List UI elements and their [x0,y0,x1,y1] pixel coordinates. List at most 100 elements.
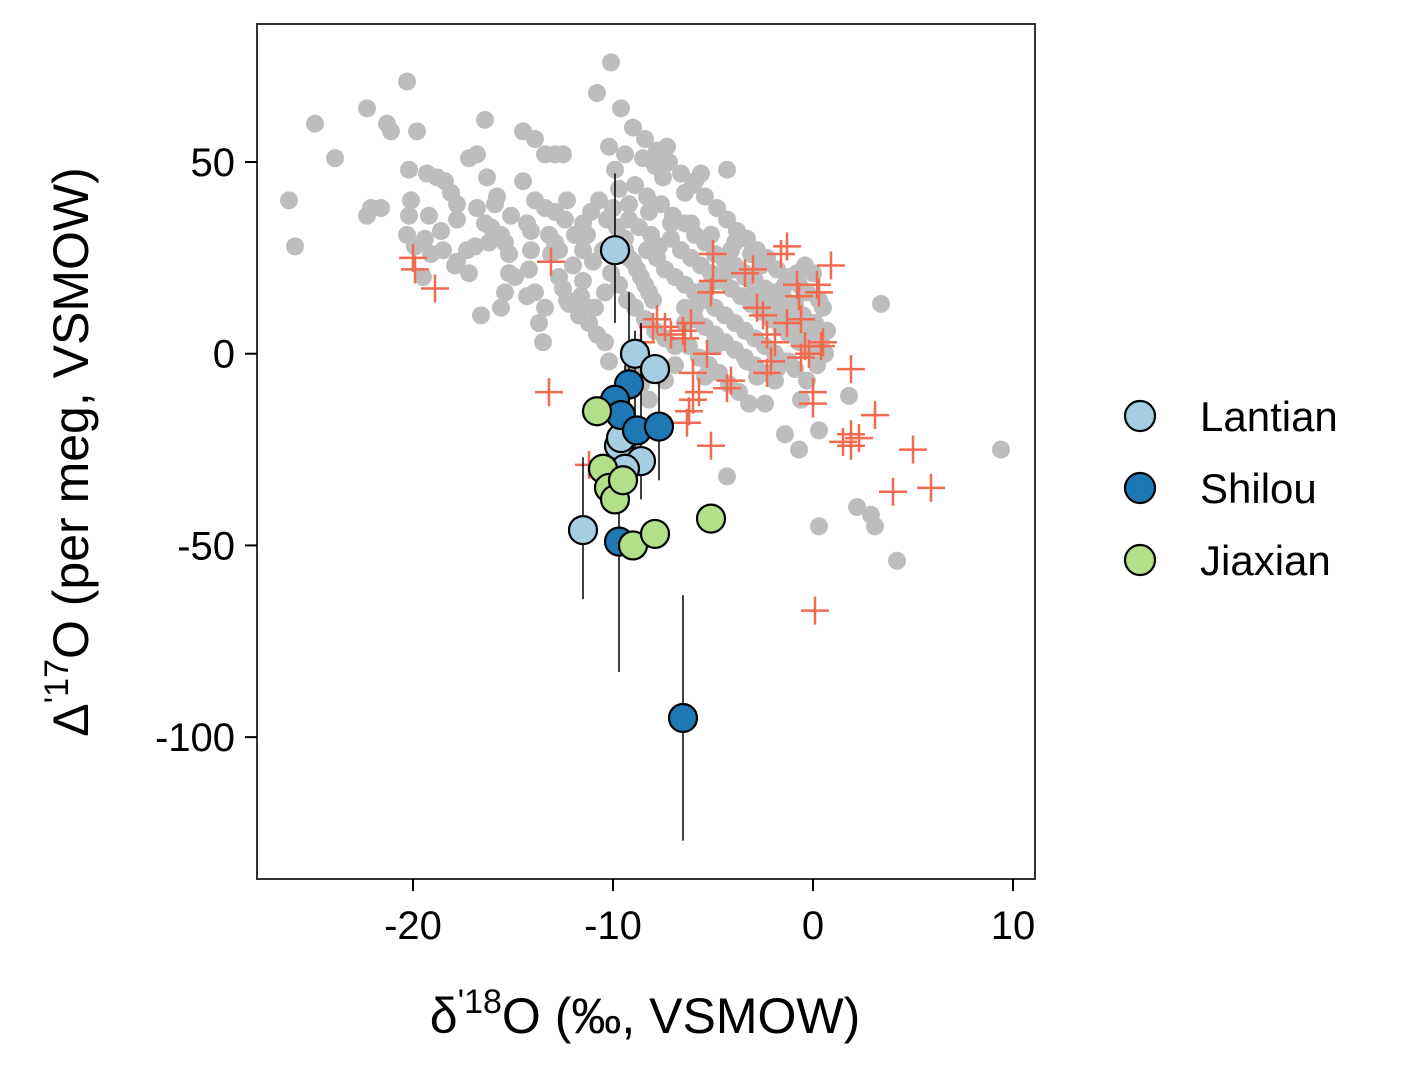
background-point-13 [400,206,418,225]
cross-point-23 [699,240,727,269]
background-point-262 [616,145,634,164]
cross-point-47 [817,251,845,280]
background-point-40 [514,172,532,191]
x-axis-title-prefix: δ [430,988,458,1044]
background-point-198 [638,241,656,260]
background-point-68 [600,352,618,371]
cross-point-9 [651,312,679,341]
background-point-10 [398,72,416,91]
background-point-236 [686,298,704,317]
legend-key-shilou [1123,471,1157,505]
cross-point-12 [671,324,699,353]
cross-point-24 [713,374,741,403]
background-point-204 [526,191,544,210]
cross-point-17 [679,385,707,414]
background-point-252 [682,214,700,233]
cross-point-54 [879,477,907,506]
background-point-261 [634,149,652,168]
y-tick-label-1: 0 [213,333,235,377]
background-point-200 [574,241,592,260]
background-point-251 [702,225,720,244]
cross-point-51 [837,355,865,384]
background-point-201 [566,225,584,244]
background-point-85 [624,118,642,137]
background-point-279 [640,390,658,409]
background-point-183 [810,517,828,536]
background-point-218 [466,237,484,256]
background-point-123 [808,356,826,375]
background-point-7 [372,199,390,218]
background-point-184 [992,440,1010,459]
cross-point-20 [697,431,725,460]
cross-point-34 [773,232,801,261]
background-point-275 [706,337,724,356]
background-point-227 [596,283,614,302]
background-point-104 [638,187,656,206]
background-point-253 [662,214,680,233]
cross-point-42 [801,596,829,625]
background-point-70 [602,53,620,72]
background-point-177 [810,421,828,440]
cross-point-39 [795,339,823,368]
x-axis-title: δ'18O (‰, VSMOW) [430,983,860,1044]
background-point-3 [326,149,344,168]
background-point-224 [558,291,576,310]
background-point-180 [848,498,866,517]
background-point-185 [862,505,880,524]
background-point-56 [564,256,582,275]
cross-point-43 [803,270,831,299]
cross-point-21 [699,266,727,295]
background-point-211 [468,199,486,218]
background-point-202 [556,210,574,229]
y-axis-title-suffix: O (per meg, VSMOW) [43,167,99,659]
background-point-37 [496,283,514,302]
x-tick-label-3: 10 [991,904,1036,948]
cross-point-36 [785,282,813,311]
background-point-89 [672,164,690,183]
jiaxian-point-6 [639,518,671,550]
cross-point-16 [673,408,701,437]
background-point-178 [840,386,858,405]
cross-point-1 [401,255,429,284]
background-point-255 [620,195,638,214]
background-point-265 [752,256,770,275]
cross-point-33 [767,240,795,269]
cross-point-29 [749,301,777,330]
background-point-84 [612,99,630,118]
background-point-67 [596,333,614,352]
background-point-228 [610,275,628,294]
cross-point-30 [753,320,781,349]
x-axis-title-suffix: O (‰, VSMOW) [502,988,860,1044]
background-point-72 [606,160,624,179]
background-point-124 [798,371,816,390]
background-point-48 [526,130,544,149]
cross-point-57 [753,358,781,387]
background-point-174 [756,394,774,413]
y-axis: 50 0 -50 -100 [155,141,257,760]
background-point-11 [400,160,418,179]
background-point-0 [280,191,298,210]
background-point-88 [660,153,678,172]
background-point-212 [448,195,466,214]
background-point-29 [476,110,494,129]
background-point-86 [636,130,654,149]
background-point-216 [434,241,452,260]
cross-point-31 [757,347,785,376]
background-point-215 [414,268,432,287]
background-point-12 [402,191,420,210]
background-point-182 [888,551,906,570]
background-point-91 [696,187,714,206]
background-point-206 [550,268,568,287]
background-point-45 [530,314,548,333]
y-axis-title-prefix: Δ [43,703,99,736]
background-point-187 [626,176,644,195]
background-point-19 [416,229,434,248]
background-point-190 [582,202,600,221]
series-points-layer [567,235,727,734]
background-point-2 [306,114,324,133]
background-point-210 [486,195,504,214]
background-point-46 [534,333,552,352]
background-point-51 [554,145,572,164]
background-point-223 [536,298,554,317]
background-point-175 [776,425,794,444]
